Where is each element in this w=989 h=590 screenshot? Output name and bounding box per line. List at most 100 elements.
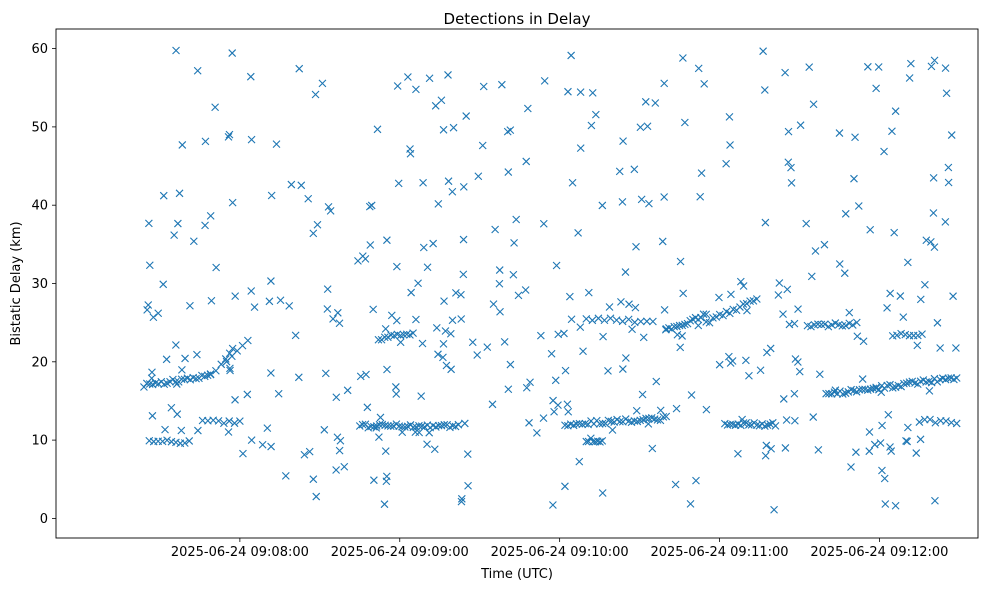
data-point [488, 400, 497, 409]
data-point [440, 420, 449, 429]
data-point [201, 137, 210, 146]
data-point [478, 141, 487, 150]
data-point [944, 163, 953, 172]
data-point [163, 436, 171, 445]
data-point [250, 303, 259, 312]
data-point [568, 178, 577, 187]
data-point [576, 144, 585, 153]
data-point [881, 500, 890, 508]
data-point [392, 390, 401, 398]
data-point [369, 305, 378, 314]
data-point [605, 303, 614, 311]
data-point [896, 292, 905, 300]
data-point [929, 173, 938, 182]
data-point [922, 236, 931, 245]
data-point [815, 370, 824, 379]
data-point [878, 421, 886, 430]
data-point [147, 374, 156, 383]
data-point [446, 329, 455, 338]
data-point [653, 415, 662, 424]
data-point [811, 247, 820, 255]
data-point [214, 416, 223, 425]
data-point [637, 195, 646, 204]
data-point [291, 331, 300, 340]
data-point [144, 301, 153, 309]
data-point [781, 444, 790, 452]
data-point [459, 270, 468, 279]
data-point [561, 482, 569, 491]
data-point [645, 199, 653, 208]
data-point [398, 428, 407, 437]
data-point [171, 377, 180, 386]
data-point [894, 381, 903, 390]
data-point [304, 194, 313, 203]
data-point [715, 293, 723, 302]
data-point [295, 64, 304, 73]
data-point [805, 63, 814, 72]
data-point [760, 422, 769, 431]
data-point [947, 131, 956, 139]
data-point [814, 320, 822, 329]
x-tick-label: 2025-06-24 09:12:00 [810, 545, 948, 560]
data-point [221, 355, 230, 363]
data-point [876, 439, 885, 447]
data-point [863, 386, 872, 395]
data-point [425, 428, 434, 437]
data-point [148, 368, 156, 377]
data-point [266, 369, 275, 377]
data-point [311, 90, 320, 99]
data-point [761, 218, 770, 227]
data-point [224, 428, 233, 436]
data-point [694, 321, 703, 330]
data-point [376, 413, 385, 422]
data-point [641, 97, 650, 106]
data-point [763, 421, 772, 430]
data-point [926, 415, 934, 424]
data-point [564, 87, 572, 96]
data-point [820, 240, 829, 249]
data-point [734, 449, 742, 458]
data-point [854, 202, 863, 210]
data-point [162, 355, 171, 364]
data-point [172, 46, 180, 55]
data-point [161, 425, 169, 434]
data-point [692, 476, 700, 485]
data-point [817, 320, 826, 329]
data-point [787, 179, 796, 187]
data-point [845, 308, 854, 317]
data-point [809, 100, 818, 109]
data-point [362, 370, 370, 379]
data-point [392, 262, 401, 271]
data-point [276, 296, 285, 305]
data-point [673, 330, 682, 339]
data-point [850, 174, 858, 183]
data-point [193, 66, 202, 75]
data-point [175, 189, 184, 198]
data-point [607, 417, 616, 426]
data-point [672, 404, 681, 413]
data-point [596, 438, 604, 446]
data-point [872, 384, 881, 393]
data-point [644, 419, 653, 428]
data-point [474, 172, 483, 181]
y-tick-label: 30 [31, 277, 48, 292]
data-point [902, 379, 911, 388]
data-point [263, 424, 272, 433]
data-point [207, 296, 216, 305]
data-point [752, 295, 761, 303]
data-point [600, 316, 609, 325]
data-point [380, 333, 389, 342]
data-point [449, 123, 458, 132]
data-point [369, 422, 378, 431]
x-tick-label: 2025-06-24 09:10:00 [491, 545, 629, 560]
data-point [931, 418, 940, 427]
data-point [929, 209, 938, 217]
data-point [320, 425, 329, 434]
data-point [167, 403, 176, 412]
data-point [678, 54, 687, 62]
data-point [679, 289, 688, 298]
data-point [439, 340, 448, 348]
data-point [235, 417, 244, 426]
data-point [630, 165, 639, 174]
data-point [784, 127, 793, 136]
